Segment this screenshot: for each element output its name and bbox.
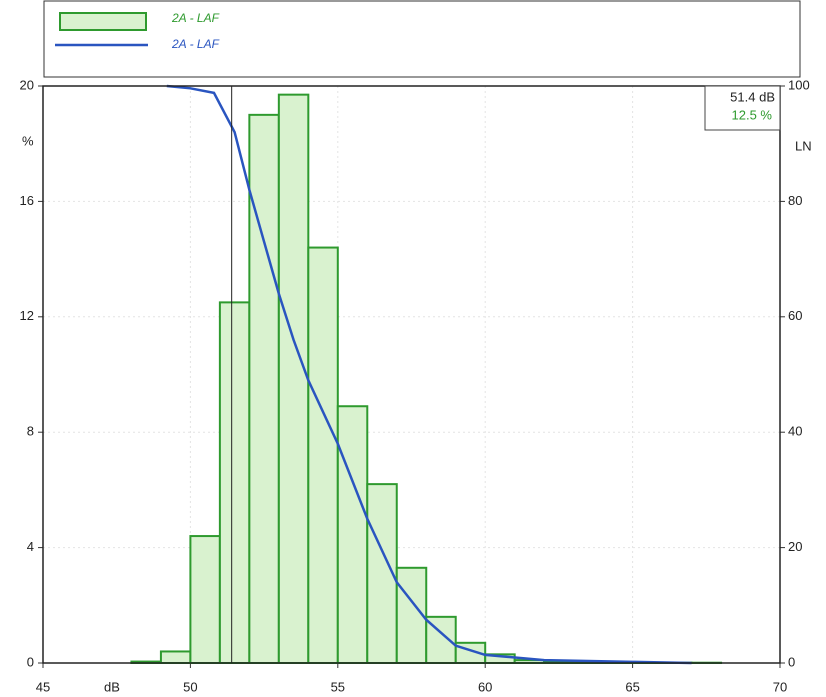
bar xyxy=(189,535,221,664)
bar xyxy=(336,405,369,664)
y2-tick-label: 80 xyxy=(788,193,802,208)
y2-axis-label: LN xyxy=(795,138,812,153)
y-tick-label: 4 xyxy=(27,539,34,554)
y2-tick-label: 100 xyxy=(788,77,810,92)
cursor-box xyxy=(704,85,781,131)
bar xyxy=(248,113,280,665)
y-tick-label: 16 xyxy=(20,193,34,208)
y2-tick-label: 20 xyxy=(788,539,802,554)
y2-tick-label: 60 xyxy=(788,308,802,323)
x-tick-label: 70 xyxy=(773,679,787,694)
y-tick-label: 12 xyxy=(20,308,34,323)
y-tick-label: 0 xyxy=(27,654,34,669)
legend-patch xyxy=(59,12,147,31)
bar xyxy=(307,246,339,664)
y-tick-label: 8 xyxy=(27,424,34,439)
x-tick-label: 45 xyxy=(36,679,50,694)
x-tick-label: 55 xyxy=(331,679,345,694)
y-axis-label: % xyxy=(22,133,34,148)
legend-label: 2A - LAF xyxy=(171,37,220,51)
cursor-y-label: 12.5 % xyxy=(732,107,773,122)
bar xyxy=(218,301,251,664)
y2-tick-label: 0 xyxy=(788,654,795,669)
legend-label: 2A - LAF xyxy=(171,11,220,25)
legend-box xyxy=(43,0,801,78)
bar xyxy=(159,650,192,665)
x-tick-label: 50 xyxy=(183,679,197,694)
plot-frame xyxy=(42,85,781,664)
y2-tick-label: 40 xyxy=(788,424,802,439)
x-tick-label: 65 xyxy=(625,679,639,694)
y-tick-label: 20 xyxy=(20,77,34,92)
x-tick-label: 60 xyxy=(478,679,492,694)
bar xyxy=(277,93,310,664)
x-axis-label: dB xyxy=(104,679,120,694)
cursor-x-label: 51.4 dB xyxy=(730,89,775,104)
